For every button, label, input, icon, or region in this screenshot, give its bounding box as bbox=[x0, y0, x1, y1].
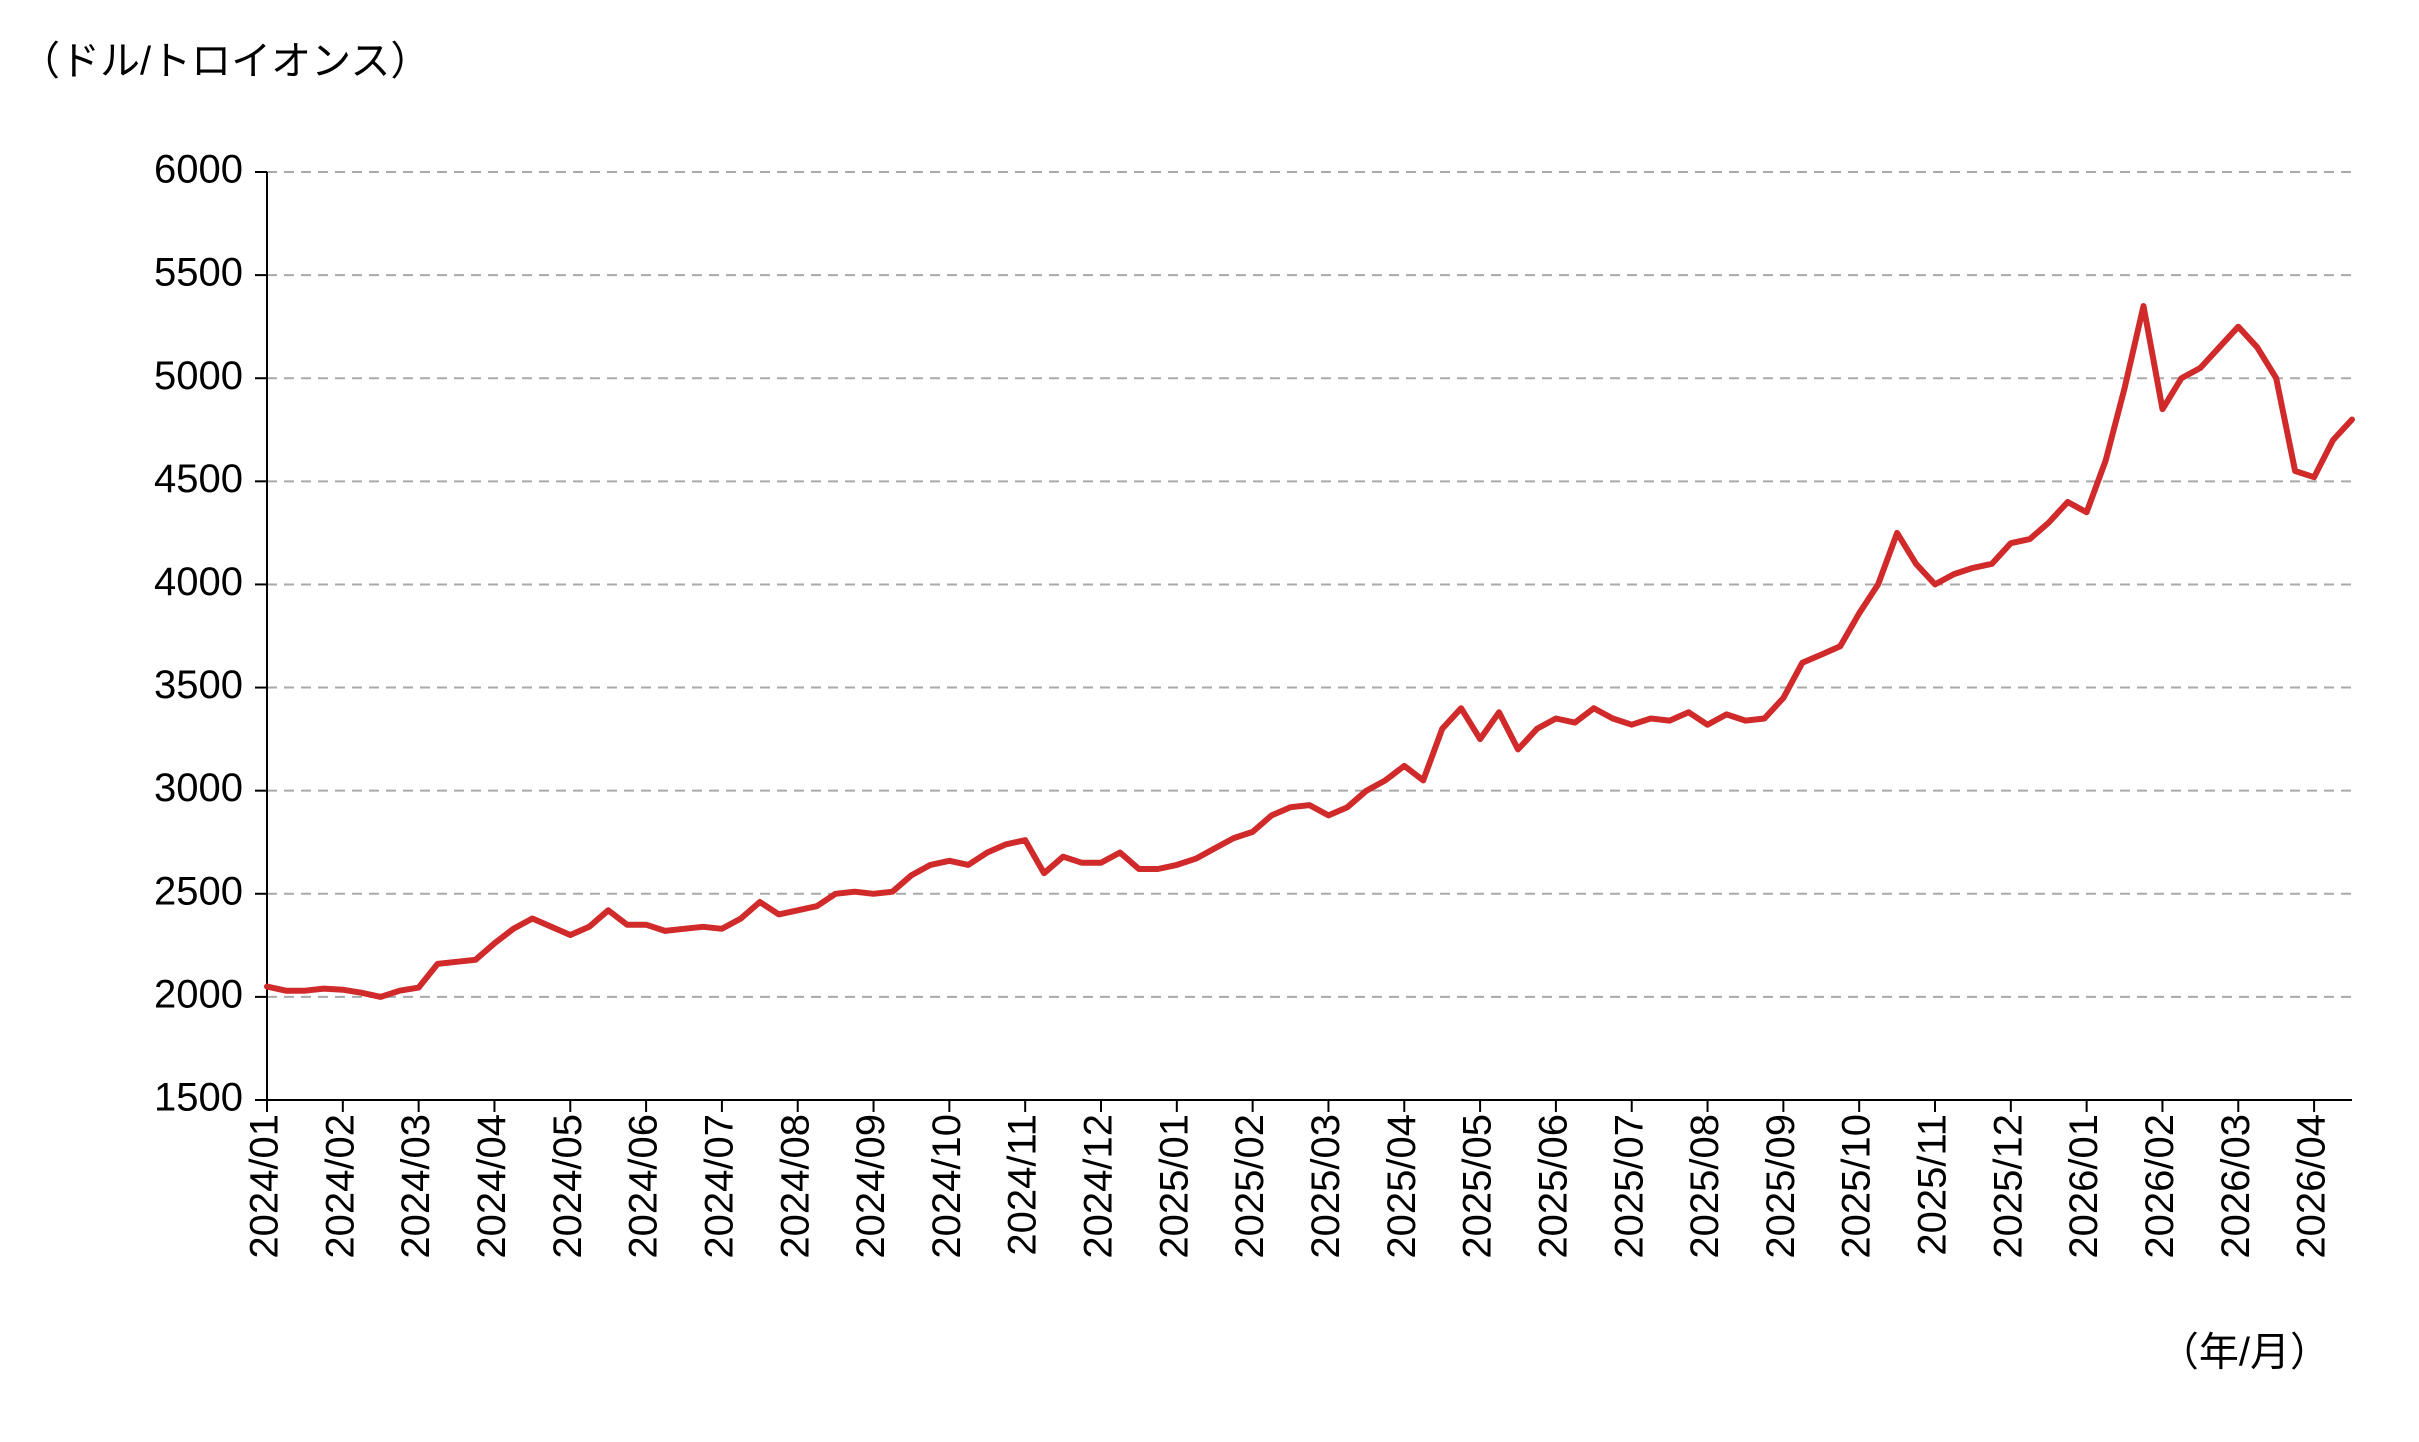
x-tick-label: 2025/10 bbox=[1835, 1114, 1879, 1259]
x-tick-label: 2024/05 bbox=[546, 1114, 590, 1259]
x-tick-label: 2024/02 bbox=[318, 1114, 362, 1259]
x-tick-label: 2025/08 bbox=[1683, 1114, 1727, 1259]
y-tick-label: 4000 bbox=[154, 560, 243, 604]
x-tick-label: 2024/04 bbox=[470, 1114, 514, 1259]
x-tick-label: 2024/01 bbox=[243, 1114, 287, 1259]
x-tick-label: 2026/01 bbox=[2062, 1114, 2106, 1259]
y-tick-label: 2500 bbox=[154, 869, 243, 913]
x-tick-label: 2025/04 bbox=[1380, 1114, 1424, 1259]
x-tick-label: 2025/11 bbox=[1911, 1114, 1955, 1256]
price-line bbox=[264, 303, 2355, 1000]
x-tick-label: 2025/01 bbox=[1152, 1114, 1196, 1259]
y-tick-label: 1500 bbox=[154, 1076, 243, 1120]
x-tick-label: 2024/07 bbox=[697, 1114, 741, 1259]
x-tick-label: 2025/06 bbox=[1531, 1114, 1575, 1259]
y-tick-label: 2000 bbox=[154, 972, 243, 1016]
y-axis-label: （ドル/トロイオンス） bbox=[20, 40, 430, 84]
y-tick-label: 6000 bbox=[154, 148, 243, 192]
x-tick-label: 2025/03 bbox=[1304, 1114, 1348, 1259]
x-tick-label: 2026/04 bbox=[2290, 1114, 2334, 1259]
x-tick-label: 2024/10 bbox=[925, 1114, 969, 1259]
x-tick-label: 2024/09 bbox=[849, 1114, 893, 1259]
x-tick-label: 2026/02 bbox=[2138, 1114, 2182, 1259]
x-tick-label: 2025/12 bbox=[1986, 1114, 2030, 1259]
y-tick-label: 5000 bbox=[154, 354, 243, 398]
x-tick-label: 2024/03 bbox=[394, 1114, 438, 1259]
x-tick-label: 2024/12 bbox=[1077, 1114, 1121, 1259]
x-tick-label: 2024/06 bbox=[622, 1114, 666, 1259]
x-tick-label: 2025/02 bbox=[1228, 1114, 1272, 1259]
x-tick-label: 2024/11 bbox=[1001, 1114, 1045, 1256]
y-tick-label: 4500 bbox=[154, 457, 243, 501]
x-tick-label: 2026/03 bbox=[2214, 1114, 2258, 1259]
y-tick-label: 3000 bbox=[154, 766, 243, 810]
x-tick-label: 2025/09 bbox=[1759, 1114, 1803, 1259]
x-tick-label: 2024/08 bbox=[773, 1114, 817, 1259]
x-tick-label: 2025/07 bbox=[1607, 1114, 1651, 1259]
x-axis-label: （年/月） bbox=[2159, 1331, 2330, 1375]
y-tick-label: 5500 bbox=[154, 251, 243, 295]
x-tick-label: 2025/05 bbox=[1456, 1114, 1500, 1259]
y-tick-label: 3500 bbox=[154, 663, 243, 707]
